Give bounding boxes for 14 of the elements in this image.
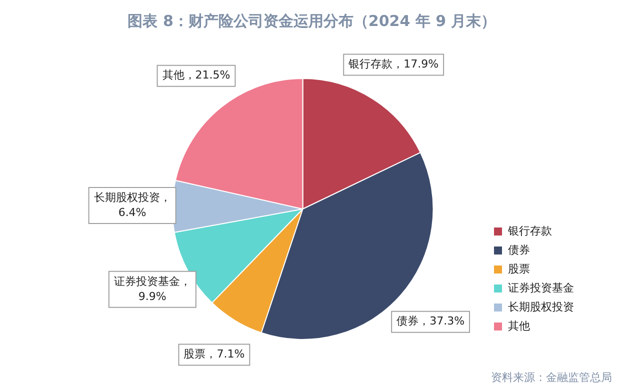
legend-label: 证券投资基金 <box>508 281 574 294</box>
data-label: 长期股权投资，6.4% <box>94 190 171 219</box>
legend-label: 股票 <box>508 262 530 276</box>
data-label: 其他，21.5% <box>162 68 230 82</box>
legend-label: 长期股权投资 <box>508 300 574 314</box>
legend-label: 银行存款 <box>507 224 552 238</box>
data-label: 债券，37.3% <box>396 314 465 328</box>
data-label: 银行存款，17.9% <box>348 58 439 71</box>
chart-title: 图表 8：财产险公司资金运用分布（2024 年 9 月末） <box>126 12 498 31</box>
data-label: 股票，7.1% <box>184 348 245 361</box>
data-label: 证券投资基金，9.9% <box>114 274 191 303</box>
legend-label: 债券 <box>508 243 530 256</box>
legend-label: 其他 <box>508 319 530 332</box>
text: 资料来源：金融监管总局 <box>491 370 612 384</box>
